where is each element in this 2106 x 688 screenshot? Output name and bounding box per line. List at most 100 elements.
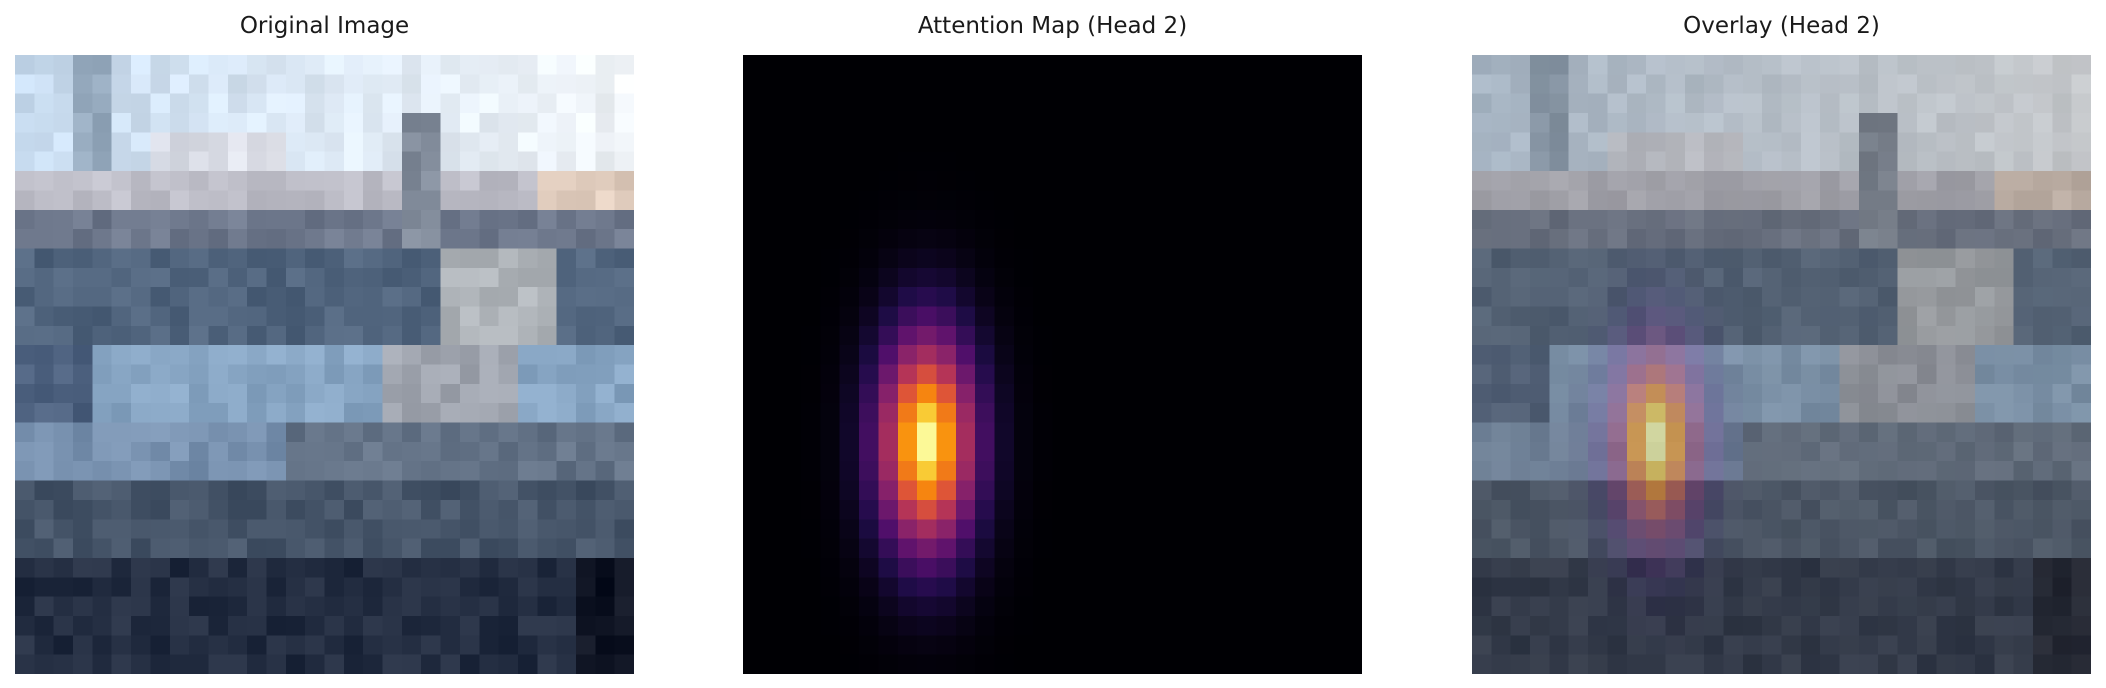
image-pixel: [1245, 422, 1266, 443]
image-pixel: [208, 441, 229, 462]
image-pixel: [762, 74, 783, 95]
image-pixel: [1149, 615, 1169, 636]
image-pixel: [34, 615, 55, 636]
image-pixel: [975, 577, 995, 598]
image-pixel: [2071, 461, 2091, 481]
image-pixel: [363, 151, 383, 172]
image-pixel: [1800, 403, 1821, 423]
image-pixel: [421, 229, 441, 249]
image-pixel: [556, 519, 577, 539]
image-pixel: [575, 499, 596, 520]
image-pixel: [92, 519, 113, 539]
image-pixel: [459, 93, 480, 114]
image-pixel: [1781, 635, 1802, 656]
image-pixel: [1052, 557, 1073, 578]
image-pixel: [208, 132, 229, 153]
image-pixel: [131, 151, 151, 172]
image-pixel: [1607, 345, 1628, 365]
image-pixel: [994, 74, 1015, 95]
image-pixel: [975, 461, 995, 481]
image-pixel: [15, 74, 35, 95]
image-pixel: [575, 461, 596, 481]
image-pixel: [556, 55, 577, 75]
image-pixel: [111, 596, 132, 617]
image-pixel: [917, 55, 937, 75]
image-pixel: [1091, 345, 1111, 365]
image-pixel: [1994, 403, 2015, 423]
image-pixel: [1245, 480, 1266, 501]
image-pixel: [595, 441, 616, 462]
image-pixel: [1878, 306, 1898, 327]
image-pixel: [1588, 248, 1608, 269]
image-pixel: [285, 229, 306, 249]
image-pixel: [459, 538, 480, 559]
image-pixel: [1839, 441, 1860, 462]
image-pixel: [1342, 557, 1362, 578]
image-pixel: [498, 151, 519, 172]
image-pixel: [614, 383, 634, 404]
image-pixel: [1704, 538, 1724, 559]
image-pixel: [897, 171, 918, 191]
image-pixel: [401, 55, 422, 75]
image-pixel: [1781, 654, 1802, 674]
image-pixel: [266, 287, 287, 307]
image-pixel: [421, 461, 441, 481]
image-pixel: [2032, 519, 2053, 539]
image-pixel: [150, 287, 171, 307]
image-pixel: [208, 519, 229, 539]
image-pixel: [878, 461, 899, 481]
image-pixel: [324, 151, 345, 172]
image-pixel: [324, 55, 345, 75]
image-pixel: [1071, 557, 1092, 578]
image-pixel: [1245, 403, 1266, 423]
image-pixel: [1071, 151, 1092, 172]
image-pixel: [762, 461, 783, 481]
image-pixel: [1052, 364, 1073, 385]
image-pixel: [1510, 306, 1531, 327]
image-pixel: [994, 538, 1015, 559]
image-pixel: [1626, 190, 1647, 211]
image-pixel: [575, 74, 596, 95]
image-pixel: [556, 403, 577, 423]
image-pixel: [2052, 345, 2073, 365]
image-pixel: [1704, 596, 1724, 617]
image-pixel: [1626, 267, 1647, 288]
image-pixel: [1071, 190, 1092, 211]
image-pixel: [1723, 480, 1744, 501]
image-pixel: [1936, 248, 1956, 269]
image-pixel: [975, 113, 995, 133]
image-pixel: [1187, 461, 1208, 481]
image-pixel: [936, 364, 957, 385]
image-pixel: [2071, 287, 2091, 307]
image-pixel: [801, 519, 821, 539]
image-pixel: [1665, 93, 1686, 114]
image-pixel: [1742, 441, 1763, 462]
image-pixel: [1974, 422, 1995, 443]
image-pixel: [1110, 364, 1131, 385]
image-pixel: [247, 113, 267, 133]
image-pixel: [955, 499, 976, 520]
image-pixel: [421, 441, 441, 462]
image-pixel: [1878, 248, 1898, 269]
image-pixel: [1303, 345, 1324, 365]
image-pixel: [53, 461, 74, 481]
image-pixel: [1187, 499, 1208, 520]
image-pixel: [1897, 306, 1918, 327]
image-pixel: [517, 635, 538, 656]
image-pixel: [1071, 499, 1092, 520]
image-pixel: [1820, 635, 1840, 656]
image-pixel: [1568, 654, 1589, 674]
image-pixel: [878, 499, 899, 520]
image-pixel: [324, 171, 345, 191]
image-pixel: [2071, 557, 2091, 578]
image-pixel: [1110, 499, 1131, 520]
image-pixel: [459, 190, 480, 211]
image-pixel: [801, 248, 821, 269]
image-pixel: [1684, 209, 1705, 230]
image-pixel: [1955, 55, 1976, 75]
image-pixel: [1588, 383, 1608, 404]
image-pixel: [1226, 93, 1247, 114]
image-pixel: [266, 615, 287, 636]
image-pixel: [1549, 345, 1570, 365]
image-pixel: [363, 113, 383, 133]
